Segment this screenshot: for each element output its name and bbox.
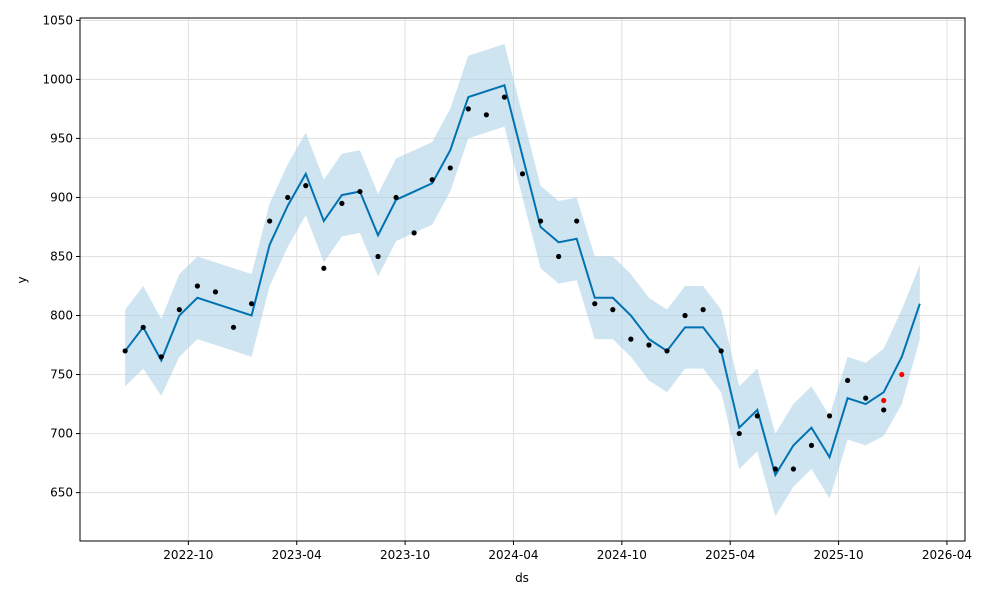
observed-point xyxy=(881,407,887,413)
observed-point xyxy=(357,188,363,195)
observed-point xyxy=(483,112,489,118)
y-tick-label: 650 xyxy=(50,486,73,500)
observed-point xyxy=(230,324,237,330)
x-tick-label: 2022-10 xyxy=(163,548,213,562)
y-tick-label: 950 xyxy=(50,131,73,145)
observed-point xyxy=(682,312,688,319)
observed-point xyxy=(212,289,219,295)
y-tick-label: 800 xyxy=(50,309,73,323)
observed-point xyxy=(592,301,598,307)
observed-point xyxy=(321,265,327,271)
observed-point xyxy=(176,307,182,313)
observed-point xyxy=(845,377,851,384)
observed-point xyxy=(664,348,670,354)
observed-point xyxy=(556,253,562,260)
observed-point xyxy=(375,253,381,260)
x-tick-label: 2024-10 xyxy=(597,548,647,562)
observed-point xyxy=(411,230,417,236)
observed-point xyxy=(826,413,833,419)
x-tick-label: 2025-04 xyxy=(705,548,755,562)
observed-point xyxy=(465,106,471,112)
y-tick-label: 750 xyxy=(50,368,73,382)
x-tick-label: 2024-04 xyxy=(488,548,538,562)
observed-point xyxy=(122,348,128,354)
test-point xyxy=(881,397,887,404)
x-tick-label: 2026-04 xyxy=(922,548,972,562)
observed-point xyxy=(646,342,652,348)
observed-point xyxy=(267,218,273,224)
observed-point xyxy=(772,466,778,472)
observed-point xyxy=(700,307,706,313)
y-axis-label: y xyxy=(15,276,29,283)
observed-point xyxy=(574,218,580,224)
observed-point xyxy=(429,177,435,183)
observed-point xyxy=(248,301,255,307)
y-tick-label: 1050 xyxy=(42,13,73,27)
observed-point xyxy=(285,194,291,201)
observed-point xyxy=(610,307,616,313)
observed-point xyxy=(736,430,742,437)
observed-point xyxy=(447,165,453,171)
observed-point xyxy=(519,171,526,177)
observed-point xyxy=(537,218,544,224)
observed-point xyxy=(194,283,200,289)
x-axis-label: ds xyxy=(515,571,529,585)
x-tick-label: 2025-10 xyxy=(814,548,864,562)
test-point xyxy=(899,371,905,378)
y-tick-label: 700 xyxy=(50,427,73,441)
observed-point xyxy=(393,194,399,201)
observed-point xyxy=(718,348,724,354)
y-tick-label: 850 xyxy=(50,249,73,263)
observed-point xyxy=(158,354,164,360)
observed-point xyxy=(790,466,797,472)
y-tick-label: 900 xyxy=(50,190,73,204)
observed-point xyxy=(303,183,309,189)
x-tick-label: 2023-10 xyxy=(380,548,430,562)
observed-point xyxy=(628,336,634,342)
uncertainty-band xyxy=(125,43,920,517)
x-tick-label: 2023-04 xyxy=(272,548,322,562)
observed-point xyxy=(863,395,869,401)
y-tick-label: 1000 xyxy=(42,72,73,86)
plot-frame xyxy=(79,17,966,542)
observed-point xyxy=(140,324,146,330)
observed-point xyxy=(808,442,815,448)
observed-point xyxy=(339,200,345,206)
observed-point xyxy=(754,413,760,419)
forecast-line xyxy=(124,84,921,478)
observed-point xyxy=(501,94,508,100)
